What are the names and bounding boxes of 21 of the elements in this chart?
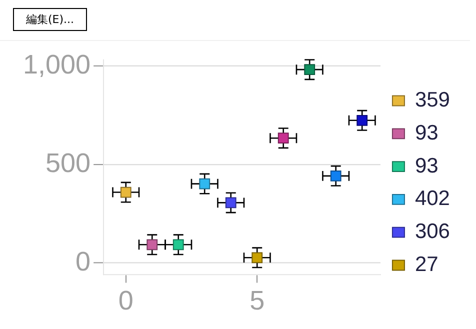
point — [330, 170, 342, 182]
x-tick-label: 5 — [250, 285, 265, 316]
legend-label: 402 — [414, 187, 450, 210]
legend-label: 93 — [414, 154, 438, 178]
point — [120, 186, 132, 198]
point — [199, 178, 210, 190]
point — [356, 114, 368, 126]
point — [278, 132, 289, 144]
point — [225, 197, 236, 208]
legend-label: 306 — [414, 220, 450, 244]
point — [172, 239, 184, 250]
legend-label: 93 — [414, 121, 438, 144]
point — [252, 252, 263, 264]
point — [304, 64, 316, 76]
y-tick-label: 0 — [76, 246, 91, 276]
y-tick-label: 1,000 — [23, 50, 91, 80]
text: 編集(E)... — [13, 8, 88, 31]
legend-label: 27 — [414, 253, 438, 276]
y-tick-label: 500 — [46, 148, 91, 178]
point — [146, 239, 158, 250]
legend-label: 359 — [414, 88, 450, 112]
